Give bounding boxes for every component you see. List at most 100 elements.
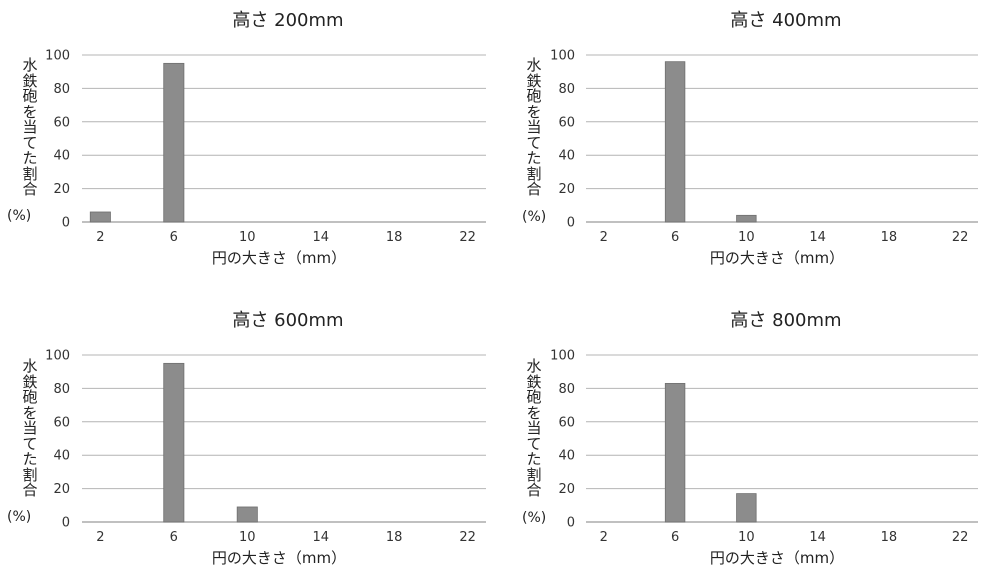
x-tick-label: 6 — [671, 230, 679, 245]
x-tick-label: 18 — [881, 230, 898, 245]
y-axis-label-char: 砲 — [22, 388, 38, 406]
y-axis-label-char: 割 — [22, 465, 38, 484]
chart-svg: 高さ 200mm 0 20 40 60 80 100 2 6 10 14 18 22 円の大きさ（mm） — [45, 10, 486, 267]
y-axis-label-char: 鉄 — [22, 71, 38, 90]
x-tick-label: 10 — [738, 530, 755, 545]
y-tick-label: 100 — [45, 49, 70, 64]
chart-panel-600mm: 水鉄砲を当てた割合 (%) 高さ 600mm 0 20 40 60 80 100 2 6 10 14… — [0, 300, 490, 585]
y-axis-label-char: を — [526, 102, 542, 121]
y-axis-label-char: 鉄 — [526, 372, 542, 391]
x-tick-label: 22 — [952, 530, 969, 545]
y-axis-label: 水鉄砲を当てた割合 — [524, 57, 544, 198]
y-axis-label-char: て — [526, 133, 542, 152]
y-axis-label-char: 合 — [22, 481, 38, 499]
y-axis-label-char: 合 — [526, 481, 542, 499]
y-axis-label: 水鉄砲を当てた割合 — [20, 57, 40, 198]
y-tick-label: 20 — [558, 482, 575, 497]
y-axis-label-char: 水 — [22, 357, 38, 375]
y-tick-label: 40 — [53, 449, 70, 464]
y-axis-label-char: 当 — [22, 118, 38, 136]
x-tick-label: 2 — [600, 230, 608, 245]
x-tick-label: 18 — [386, 530, 403, 545]
x-tick-label: 6 — [170, 530, 178, 545]
y-axis-label-char: 砲 — [22, 87, 38, 105]
y-tick-label: 60 — [558, 415, 575, 430]
y-axis-label-char: 合 — [526, 180, 542, 198]
y-axis-label-unit: (%) — [7, 208, 32, 224]
chart-title: 高さ 400mm — [730, 10, 841, 31]
bar-6mm — [664, 61, 686, 223]
y-axis-label: 水鉄砲を当てた割合 — [524, 358, 544, 499]
y-axis-label-char: 合 — [22, 180, 38, 198]
x-axis-title: 円の大きさ（mm） — [212, 549, 346, 567]
y-tick-label: 40 — [558, 149, 575, 164]
y-axis-label-char: 鉄 — [22, 372, 38, 391]
y-tick-label: 80 — [558, 382, 575, 397]
y-axis-label-char: た — [526, 149, 542, 167]
bar-10mm — [236, 506, 258, 523]
y-axis-label-char: 砲 — [526, 388, 542, 406]
x-tick-label: 18 — [386, 230, 403, 245]
y-tick-label: 40 — [53, 149, 70, 164]
y-axis-label-char: を — [526, 403, 542, 422]
y-tick-label: 80 — [53, 82, 70, 97]
x-tick-label: 22 — [459, 530, 476, 545]
bar-2mm — [89, 211, 111, 223]
y-axis-label-char: た — [526, 450, 542, 468]
x-tick-label: 2 — [96, 230, 104, 245]
x-axis-title: 円の大きさ（mm） — [212, 249, 346, 267]
x-tick-label: 14 — [312, 230, 329, 245]
chart-svg: 高さ 400mm 0 20 40 60 80 100 2 6 10 14 18 22 円の大きさ（mm） — [550, 10, 978, 267]
x-tick-label: 2 — [96, 530, 104, 545]
y-tick-label: 100 — [550, 49, 575, 64]
y-axis-label-char: 当 — [526, 419, 542, 437]
y-axis-label: 水鉄砲を当てた割合 — [20, 357, 40, 499]
y-axis-label-unit: (%) — [522, 510, 547, 526]
x-tick-label: 14 — [809, 530, 826, 545]
x-tick-label: 6 — [671, 530, 679, 545]
y-tick-label: 100 — [45, 349, 70, 364]
x-tick-label: 10 — [239, 230, 256, 245]
x-tick-label: 14 — [809, 230, 826, 245]
chart-title: 高さ 800mm — [730, 310, 841, 331]
x-tick-label: 18 — [881, 530, 898, 545]
y-axis-label-char: 鉄 — [526, 71, 542, 90]
y-tick-label: 0 — [567, 216, 575, 231]
y-tick-label: 60 — [53, 415, 70, 430]
y-tick-label: 20 — [53, 182, 70, 197]
y-tick-label: 60 — [558, 115, 575, 130]
y-axis-label-unit: (%) — [522, 209, 547, 225]
x-tick-label: 14 — [312, 530, 329, 545]
y-tick-label: 0 — [567, 516, 575, 531]
x-tick-label: 22 — [459, 230, 476, 245]
y-tick-label: 0 — [62, 216, 70, 231]
bar-6mm — [163, 362, 185, 523]
y-tick-label: 40 — [558, 449, 575, 464]
y-tick-label: 20 — [53, 482, 70, 497]
y-axis-label-char: 割 — [22, 164, 38, 183]
y-tick-label: 100 — [550, 349, 575, 364]
bar-6mm — [163, 62, 185, 223]
x-tick-label: 22 — [952, 230, 969, 245]
chart-svg: 高さ 600mm 0 20 40 60 80 100 2 6 10 14 18 22 円の大きさ（mm） — [45, 310, 486, 567]
chart-panel-200mm: 水鉄砲を当てた割合 (%) 高さ 200mm 0 20 40 60 80 100 2 6 10 14… — [0, 0, 490, 285]
x-tick-label: 10 — [738, 230, 755, 245]
y-axis-label-char: 砲 — [526, 87, 542, 105]
y-tick-label: 80 — [558, 82, 575, 97]
x-axis-title: 円の大きさ（mm） — [710, 549, 844, 567]
bar-10mm — [736, 493, 757, 523]
x-tick-label: 6 — [170, 230, 178, 245]
y-tick-label: 20 — [558, 182, 575, 197]
bar-6mm — [664, 382, 686, 523]
chart-panel-800mm: 水鉄砲を当てた割合 (%) 高さ 800mm 0 20 40 60 80 100 2 6 10 14… — [490, 300, 980, 585]
bar-10mm — [736, 214, 757, 223]
chart-title: 高さ 600mm — [232, 310, 343, 331]
y-axis-label-char: 当 — [526, 118, 542, 136]
x-tick-label: 10 — [239, 530, 256, 545]
y-axis-label-char: を — [22, 403, 38, 422]
y-tick-label: 0 — [62, 516, 70, 531]
chart-panel-400mm: 水鉄砲を当てた割合 (%) 高さ 400mm 0 20 40 60 80 100 2 6 10 14… — [490, 0, 980, 285]
chart-svg: 高さ 800mm 0 20 40 60 80 100 2 6 10 14 18 22 円の大きさ（mm） — [550, 310, 978, 567]
y-tick-label: 60 — [53, 115, 70, 130]
y-axis-label-char: を — [22, 102, 38, 121]
